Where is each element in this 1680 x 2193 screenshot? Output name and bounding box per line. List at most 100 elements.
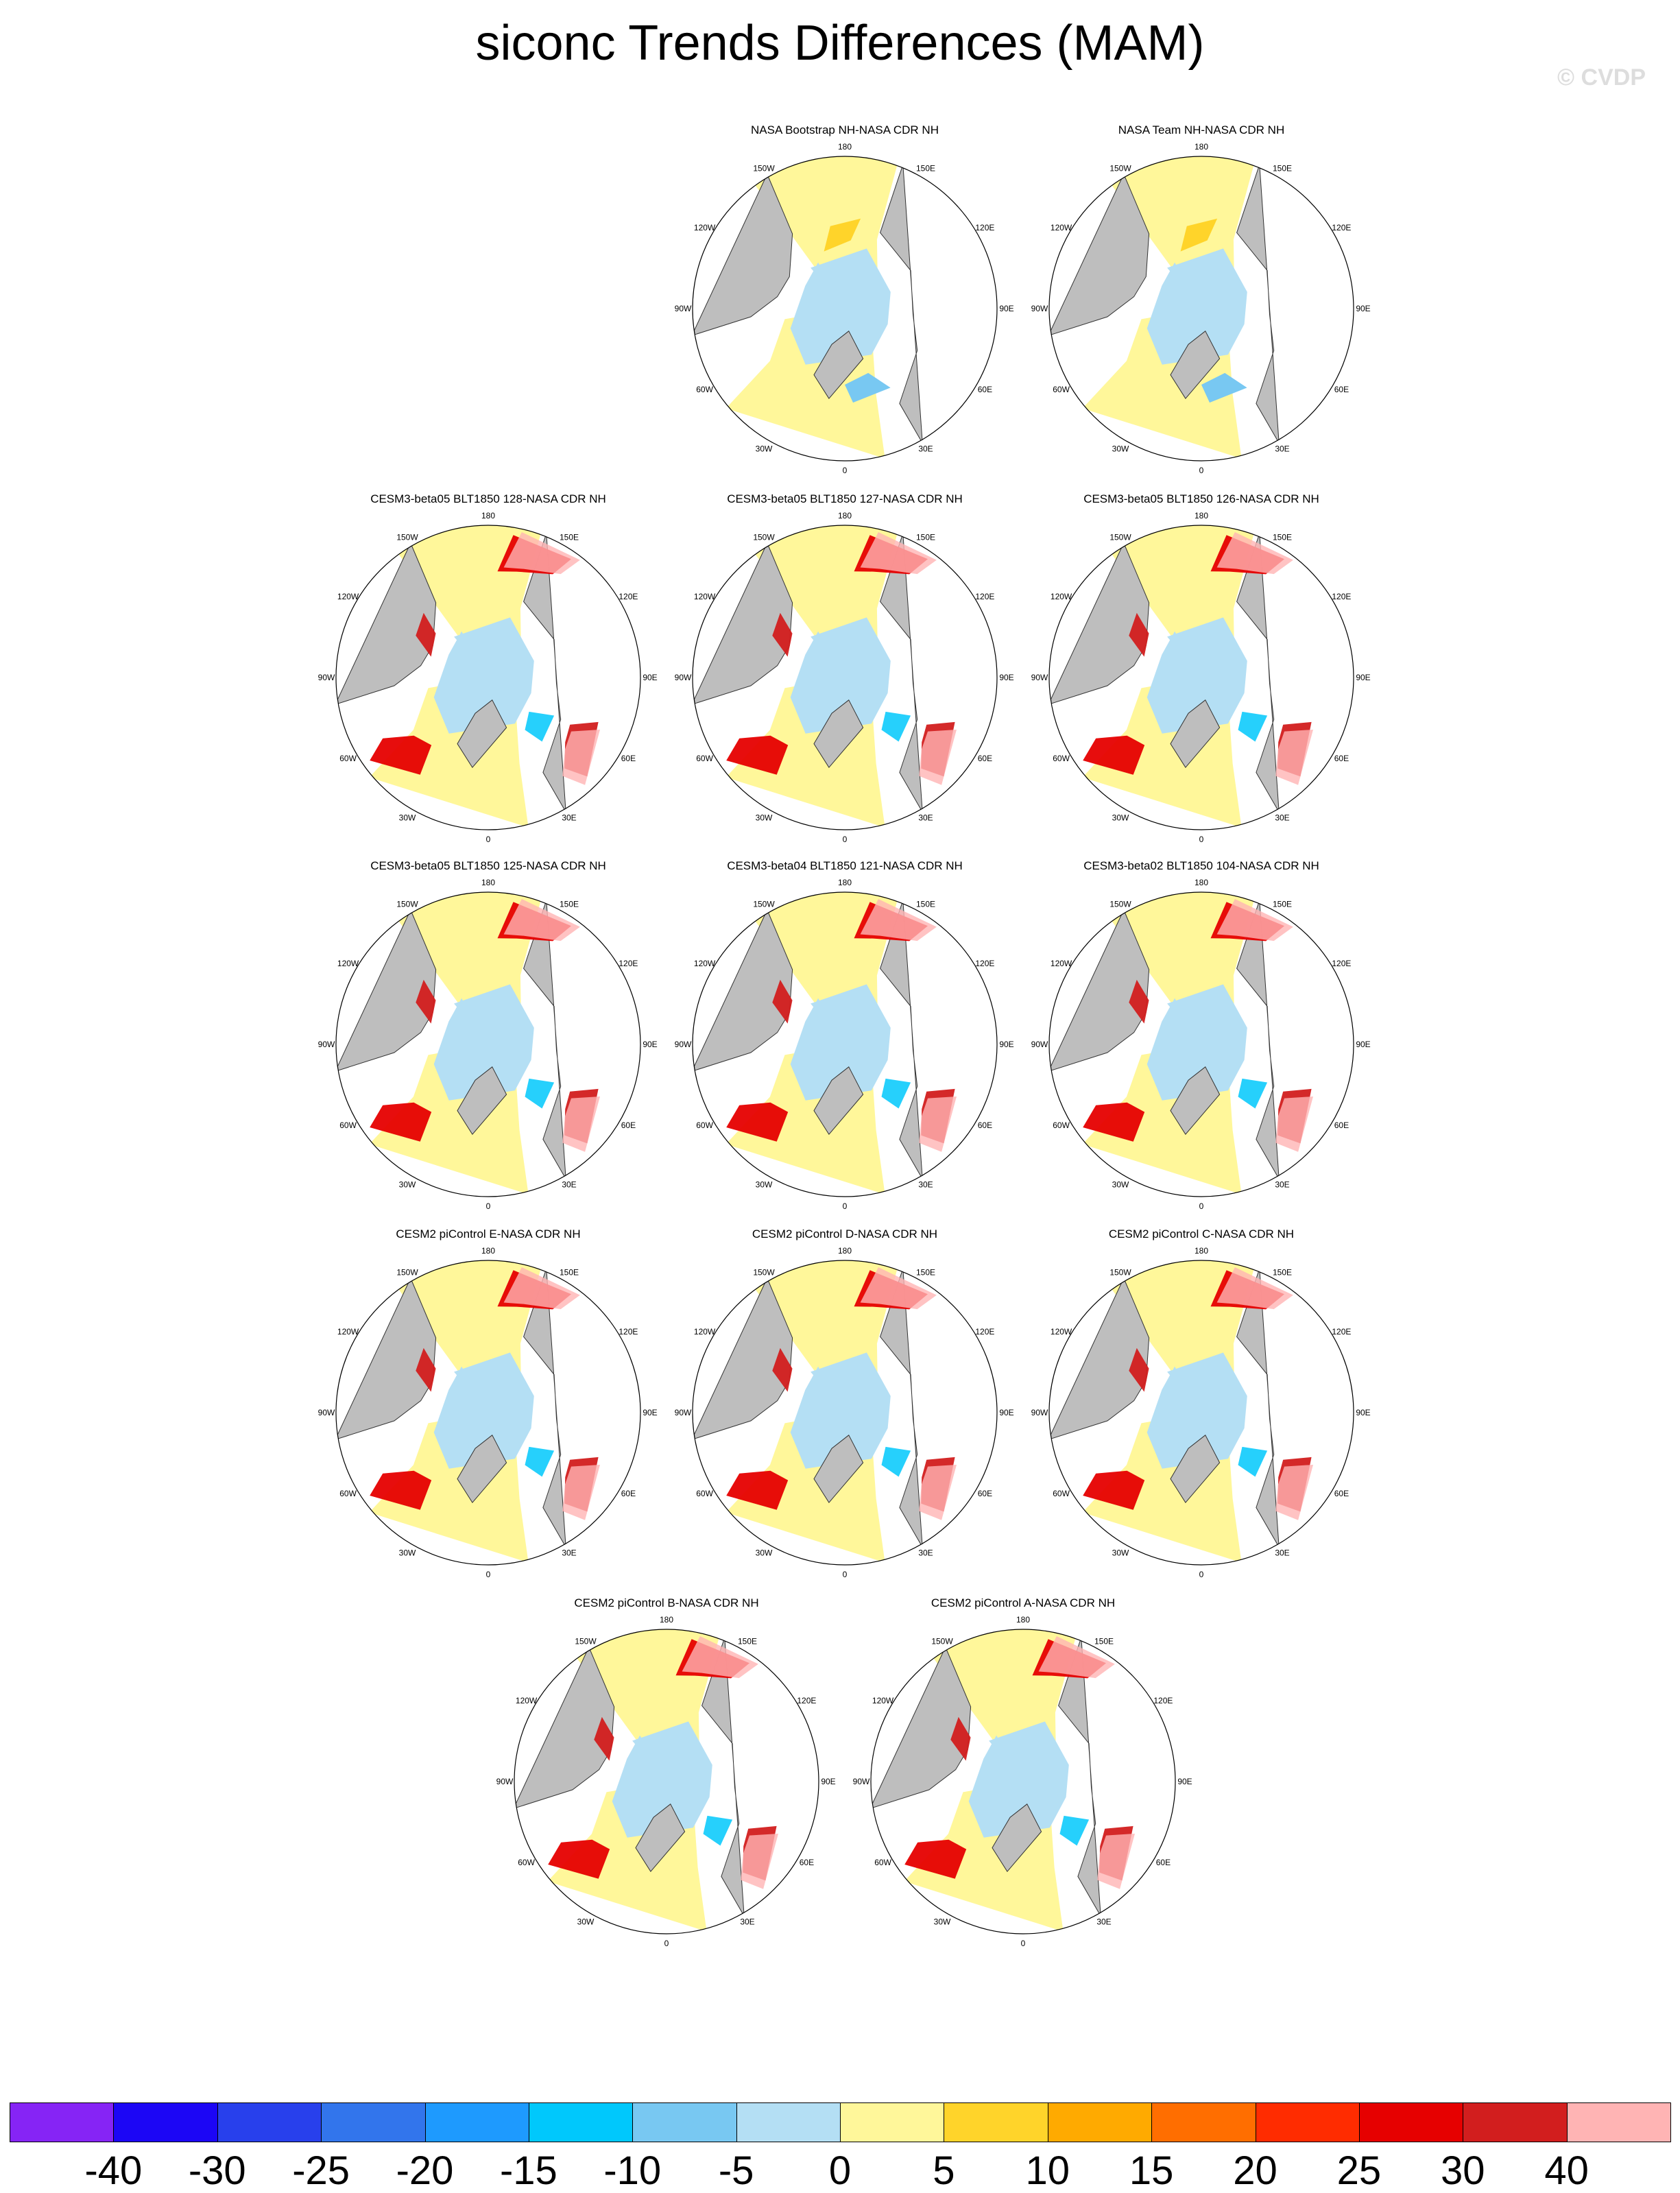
longitude-label: 90E [999,1408,1013,1417]
longitude-label: 60E [621,1489,636,1498]
longitude-label: 30E [562,813,576,822]
longitude-label: 180 [1195,878,1208,887]
longitude-label: 90E [999,673,1013,682]
longitude-label: 60E [1334,1489,1349,1498]
longitude-label: 0 [1021,1939,1026,1948]
longitude-label: 120E [1332,223,1351,232]
longitude-label: 120W [694,959,716,968]
longitude-label: 120W [337,592,359,601]
panel-title: CESM3-beta05 BLT1850 125-NASA CDR NH [370,859,606,872]
longitude-label: 90E [643,1408,657,1417]
longitude-label: 30E [562,1548,576,1557]
longitude-label: 30W [1112,1179,1129,1189]
map-fill [693,1260,997,1565]
polar-map: 180 150E 120E 90E 60E 30E 0 30W 60W 90W 120W 150W [318,878,658,1211]
longitude-label: 90W [1031,673,1048,682]
longitude-label: 120E [1332,1327,1351,1337]
longitude-label: 180 [1195,142,1208,152]
longitude-label: 30W [756,1548,773,1557]
longitude-label: 120W [694,1327,716,1337]
longitude-label: 120W [872,1696,894,1705]
longitude-label: 60E [978,385,992,394]
colorbar-tick-label: 15 [1129,2148,1174,2193]
longitude-label: 60W [1053,1121,1070,1130]
longitude-label: 120E [797,1696,816,1705]
polar-map: 180 150E 120E 90E 60E 30E 0 30W 60W 90W 120W 150W [1031,878,1371,1211]
longitude-label: 90E [1356,1040,1370,1049]
polar-map: 180 150E 120E 90E 60E 30E 0 30W 60W 90W 120W 150W [1031,511,1371,844]
panel-title: CESM2 piControl D-NASA CDR NH [752,1227,938,1241]
watermark: © CVDP [1557,64,1646,91]
map-panel: CESM2 piControl C-NASA CDR NH 180 150E 120E… [1030,1227,1373,1591]
longitude-label: 30E [918,813,933,822]
longitude-label: 180 [1195,1246,1208,1256]
panel-title: CESM2 piControl A-NASA CDR NH [931,1596,1116,1609]
map-fill [514,1629,819,1934]
longitude-label: 90E [1356,1408,1370,1417]
longitude-label: 90W [675,1408,692,1417]
longitude-label: 60E [978,1121,992,1130]
map-fill [693,525,997,830]
longitude-label: 90W [318,1040,335,1049]
longitude-label: 0 [486,1570,491,1579]
longitude-label: 90W [675,1040,692,1049]
longitude-label: 180 [1195,511,1208,520]
colorbar-swatch [1358,2102,1464,2142]
longitude-label: 60W [339,754,357,763]
colorbar-swatch [1151,2102,1256,2142]
longitude-label: 150E [560,533,579,542]
longitude-label: 30W [934,1917,951,1926]
colorbar-swatch [736,2102,841,2142]
map-panel: CESM2 piControl A-NASA CDR NH 180 150E 120E… [852,1596,1195,1960]
longitude-label: 150E [560,900,579,909]
longitude-label: 120W [516,1696,538,1705]
longitude-label: 150W [753,900,775,909]
panel-title: CESM2 piControl B-NASA CDR NH [574,1596,759,1609]
longitude-label: 90E [999,304,1013,313]
longitude-label: 60E [1334,385,1349,394]
longitude-label: 60W [696,1489,713,1498]
colorbar-swatch [113,2102,218,2142]
longitude-label: 30W [756,1179,773,1189]
panel-title: CESM3-beta05 BLT1850 128-NASA CDR NH [370,492,606,505]
longitude-label: 30E [740,1917,754,1926]
longitude-label: 30W [1112,813,1129,822]
longitude-label: 30E [1275,813,1289,822]
longitude-label: 120E [619,592,638,601]
longitude-label: 30E [918,1179,933,1189]
longitude-label: 60W [518,1858,535,1867]
colorbar-tick-label: -30 [188,2148,246,2193]
polar-map: 180 150E 120E 90E 60E 30E 0 30W 60W 90W 120W 150W [675,878,1014,1211]
polar-map: 180 150E 120E 90E 60E 30E 0 30W 60W 90W 120W 150W [675,511,1014,844]
panel-title: CESM3-beta05 BLT1850 126-NASA CDR NH [1083,492,1319,505]
longitude-label: 120E [975,959,994,968]
colorbar-tick-label: 0 [828,2148,852,2193]
map-panel: CESM2 piControl D-NASA CDR NH 180 150E 120E… [673,1227,1016,1591]
colorbar-swatch [10,2102,115,2142]
longitude-label: 90W [1031,1040,1048,1049]
longitude-label: 180 [838,511,852,520]
longitude-label: 180 [481,1246,495,1256]
longitude-label: 150W [396,1268,418,1278]
longitude-label: 120W [1051,592,1072,601]
colorbar-tick-label: -10 [603,2148,662,2193]
longitude-label: 150W [753,533,775,542]
map-panel: CESM2 piControl E-NASA CDR NH 180 150E 120E… [317,1227,660,1591]
polar-map: 180 150E 120E 90E 60E 30E 0 30W 60W 90W 120W 150W [675,1246,1014,1579]
longitude-label: 90W [853,1777,870,1786]
panel-title: CESM3-beta02 BLT1850 104-NASA CDR NH [1083,859,1319,872]
longitude-label: 90W [675,673,692,682]
longitude-label: 60E [1156,1858,1171,1867]
longitude-label: 30W [399,813,416,822]
longitude-label: 180 [660,1615,673,1625]
polar-map: 180 150E 120E 90E 60E 30E 0 30W 60W 90W 120W 150W [675,142,1014,475]
longitude-label: 60E [978,754,992,763]
longitude-label: 90W [1031,304,1048,313]
longitude-label: 30E [1096,1917,1111,1926]
colorbar [10,2102,1671,2144]
longitude-label: 150E [738,1637,757,1646]
longitude-label: 180 [1016,1615,1030,1625]
colorbar-tick-label: 30 [1440,2148,1485,2193]
page-title: siconc Trends Differences (MAM) [475,16,1205,71]
panel-title: CESM3-beta05 BLT1850 127-NASA CDR NH [727,492,963,505]
